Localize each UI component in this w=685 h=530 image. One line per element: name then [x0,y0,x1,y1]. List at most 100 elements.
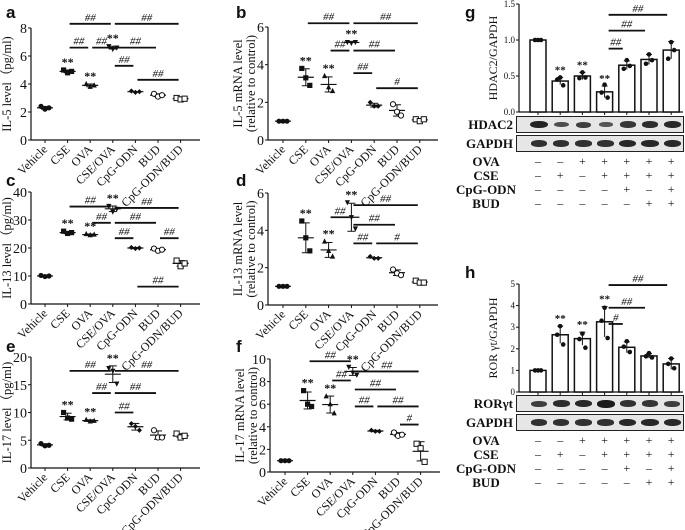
panel-letter-a: a [6,3,16,22]
data-point [303,75,309,81]
x-tick-label: CSE [285,142,310,167]
data-point [646,52,652,57]
condition-sign: – [579,196,586,210]
data-point [577,75,582,81]
data-point [372,428,378,434]
blot-band [619,400,637,407]
blot-band [641,400,659,407]
comparison-label: ## [85,195,97,207]
data-point [580,70,585,75]
panel-letter-b: b [236,3,247,22]
data-point [87,232,93,238]
condition-label-bud: BUD [472,196,500,211]
blot-band [596,399,615,408]
blot-band [619,139,637,148]
comparison-label: ## [141,12,153,24]
data-point [327,401,333,407]
significance-stars: ** [84,69,96,83]
data-point [284,118,290,124]
condition-sign: + [601,447,608,461]
data-point [557,323,563,329]
condition-sign: – [535,447,541,461]
blot-band [597,140,614,147]
blot-band [598,122,613,127]
data-point [42,443,48,449]
data-point [350,370,356,376]
blot-band [641,121,659,128]
comparison-label: ## [85,12,97,24]
condition-sign: – [601,196,608,210]
data-point [554,332,560,338]
comparison-label: ## [141,359,153,371]
significance-stars: ** [62,216,74,230]
condition-sign: – [646,182,652,196]
comparison-label: ## [370,378,382,390]
data-point [668,39,674,45]
data-point [173,257,180,264]
significance-stars: ** [302,376,314,390]
blot-band [619,418,637,427]
blot-band [552,140,570,147]
condition-sign: + [623,182,631,196]
data-point [128,88,134,94]
x-tick-label: CSE [287,474,312,499]
condition-sign: + [667,154,675,168]
data-point [87,83,93,89]
significance-stars: ** [62,398,74,412]
data-point [643,61,649,67]
data-point [605,95,610,100]
comparison-label: ## [153,68,165,80]
significance-stars: ** [599,294,611,306]
y-tick-label: 40 [13,186,27,201]
data-point [397,112,405,119]
data-point [627,63,633,69]
data-point [371,255,377,261]
data-point [375,255,381,261]
blot-band [597,419,614,426]
data-point [354,372,360,378]
data-point [420,116,427,123]
blot-label-gapdh: GAPDH [466,415,513,430]
y-tick-label: 0 [257,299,264,314]
significance-stars: ** [107,191,119,205]
data-point [132,423,138,429]
data-point [331,410,337,416]
blot-band [552,400,570,407]
significance-stars: ** [84,405,96,419]
y-tick-label: 4 [259,421,266,436]
condition-sign: – [557,461,564,475]
bar [573,75,592,113]
y-tick-label: 0 [257,134,264,149]
data-point [38,103,44,109]
significance-stars: ** [345,27,357,41]
data-point [420,279,427,286]
data-point [158,246,166,253]
comparison-label: # [394,76,400,88]
comparison-label: ## [96,211,108,223]
data-point [344,200,350,206]
bar [618,346,636,393]
y-tick-label: 4 [20,78,27,93]
condition-sign: + [667,196,675,210]
y-tick-label: 15 [13,379,27,394]
bar [573,337,592,393]
data-point [61,409,67,416]
data-point [393,108,401,115]
panel-letter-d: d [236,171,247,190]
comparison-label: ## [632,3,644,15]
data-point [282,458,288,464]
comparison-label: ## [621,296,633,308]
data-point [649,355,655,360]
significance-stars: ** [300,53,312,67]
y-tick-label: 4 [257,224,264,239]
bar [618,64,636,113]
data-point [602,305,607,311]
data-point [348,215,354,221]
x-tick-label: CSE [47,470,72,495]
y-axis-label: IL-13 mRNA level [231,201,245,296]
condition-sign: + [556,168,564,182]
panel-letter-g: g [465,3,476,22]
x-tick-label: CSE [285,307,310,332]
y-tick-label: 10 [13,407,27,422]
